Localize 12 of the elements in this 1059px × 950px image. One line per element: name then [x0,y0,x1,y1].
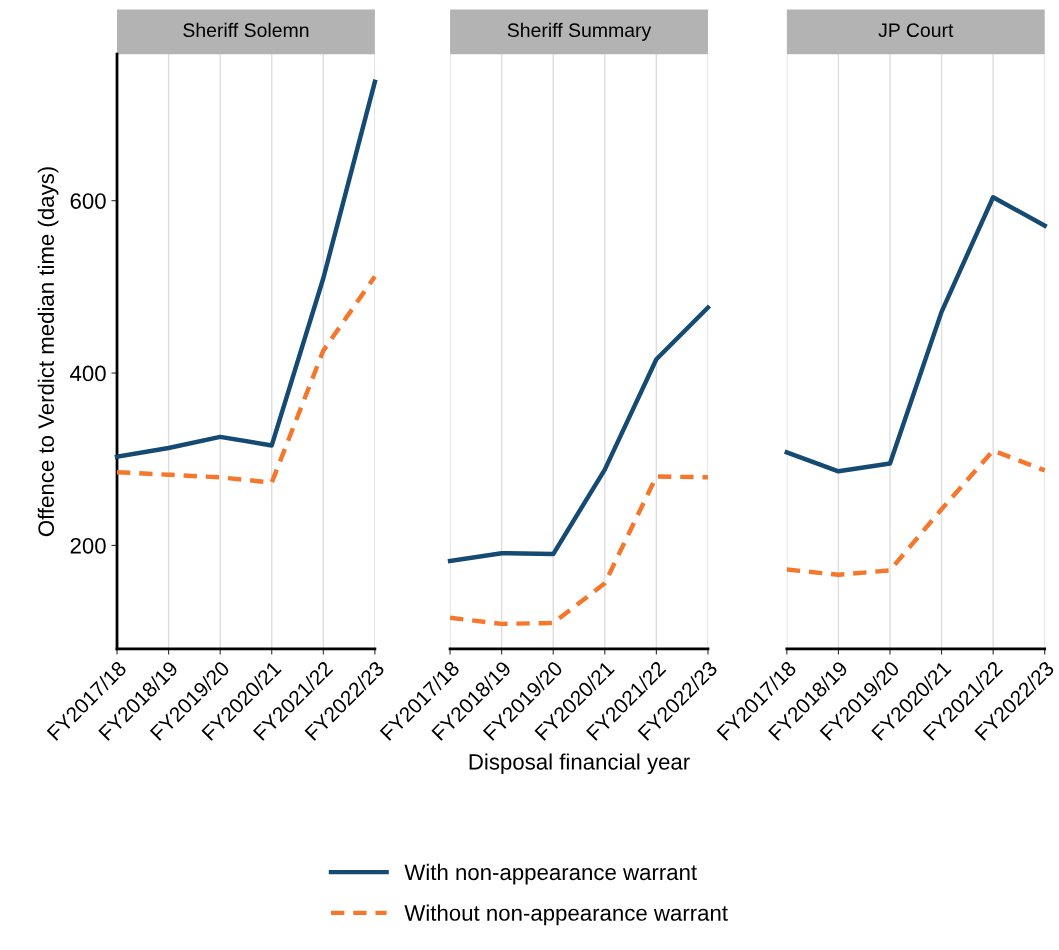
chart-title: Sheriff Solemn [183,22,309,38]
line-series [114,274,378,485]
y-tick-label: 400 [70,365,106,382]
line-series [114,79,378,459]
chart-title: Sheriff Summary [507,22,652,41]
y-tick-label: 200 [70,537,106,554]
legend-label: Without non-appearance warrant [404,904,728,926]
x-axis-title: Disposal financial year [469,753,690,775]
y-axis-title: Offence to Verdict median time (days) [37,167,59,537]
legend-label: With non-appearance warrant [404,863,697,885]
y-tick-label: 600 [70,193,106,209]
chart-title: JP Court [878,23,954,38]
